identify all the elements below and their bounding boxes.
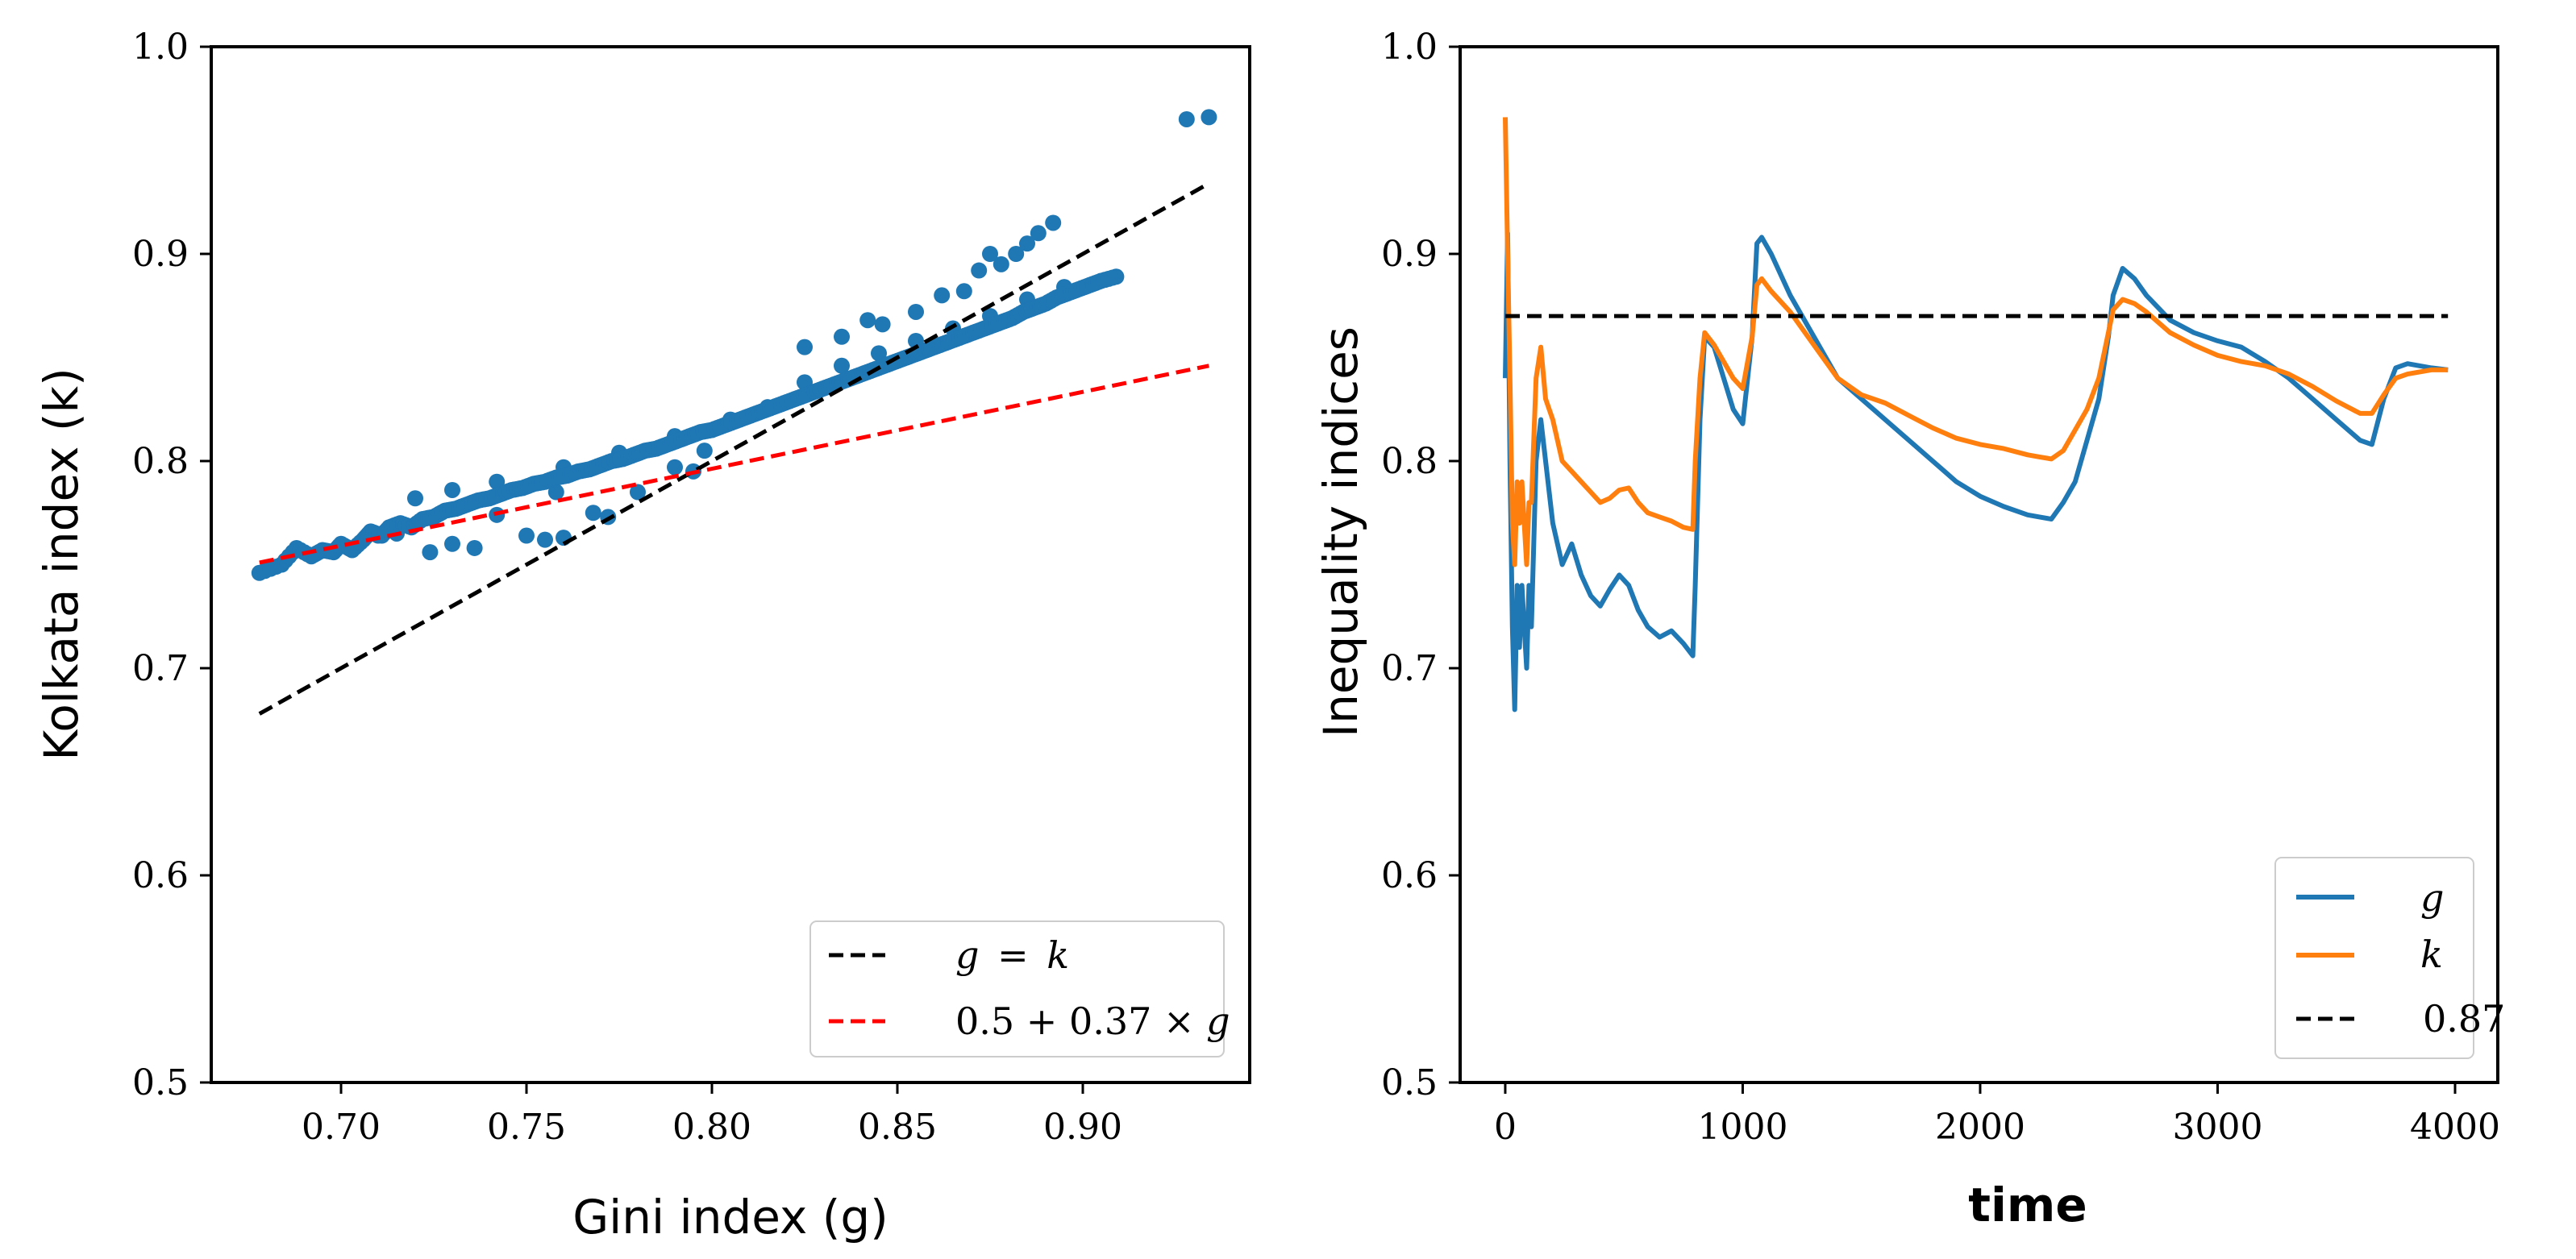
- series-line-g: [1503, 231, 2449, 713]
- scatter-point: [1019, 235, 1035, 252]
- series-line-k: [1503, 117, 2449, 567]
- right-x-axis-label: time: [1968, 1178, 2087, 1232]
- legend-g-part: g: [955, 933, 979, 977]
- legend-label-fit: 0.5 + 0.37 × g: [955, 999, 1230, 1043]
- scatter-point: [1030, 225, 1047, 242]
- scatter-point: [585, 505, 601, 521]
- right-y-tick-label: 0.8: [1381, 441, 1438, 482]
- scatter-point: [834, 357, 850, 374]
- left-x-axis-label: Gini index (g): [572, 1190, 888, 1244]
- right-y-axis-label: Inequality indices: [1313, 326, 1368, 738]
- scatter-point: [859, 312, 876, 329]
- left-legend: g = k 0.5 + 0.37 × g: [809, 920, 1230, 1057]
- left-x-tick-label: 0.75: [487, 1107, 566, 1148]
- scatter-point: [466, 539, 483, 556]
- scatter-point: [1104, 269, 1121, 286]
- right-plot-area: [1503, 117, 2449, 713]
- right-y-tick-label: 1.0: [1381, 27, 1438, 68]
- left-y-tick-label: 0.7: [132, 648, 189, 689]
- right-x-tick-label: 0: [1494, 1107, 1517, 1148]
- legend-eq-part: =: [985, 933, 1040, 977]
- legend-k-part: k: [1047, 933, 1069, 977]
- right-y-tick-label: 0.5: [1381, 1062, 1438, 1103]
- left-y-tick-label: 0.6: [132, 855, 189, 896]
- left-y-tick-label: 1.0: [132, 27, 189, 68]
- left-y-axis-label: Kolkata index (k): [34, 368, 89, 761]
- scatter-point: [696, 443, 713, 459]
- legend-label-g: g: [2420, 876, 2444, 920]
- scatter-point: [934, 287, 951, 304]
- right-legend: g k 0.87: [2274, 857, 2505, 1059]
- scatter-point: [1008, 246, 1025, 262]
- scatter-point: [407, 490, 423, 507]
- right-x-tick-label: 2000: [1935, 1107, 2025, 1148]
- legend-label-threshold: 0.87: [2423, 997, 2505, 1041]
- left-y-axis: 0.5 0.6 0.7 0.8 0.9 1.0: [132, 27, 211, 1103]
- scatter-point: [667, 459, 683, 476]
- scatter-point: [422, 544, 439, 561]
- left-y-tick-label: 0.8: [132, 441, 189, 482]
- scatter-point: [630, 484, 646, 501]
- legend-fit-g-part: g: [1206, 999, 1230, 1043]
- right-x-tick-label: 3000: [2172, 1107, 2262, 1148]
- scatter-point: [874, 316, 891, 333]
- left-axes-frame: [210, 45, 1251, 1084]
- scatter-point: [797, 339, 813, 355]
- right-y-axis: 0.5 0.6 0.7 0.8 0.9 1.0: [1381, 27, 1460, 1103]
- right-y-tick-label: 0.6: [1381, 855, 1438, 896]
- scatter-point: [982, 246, 998, 262]
- left-x-tick-label: 0.90: [1043, 1107, 1122, 1148]
- left-x-tick-label: 0.70: [302, 1107, 381, 1148]
- scatter-point: [971, 262, 988, 279]
- scatter-point: [955, 283, 972, 300]
- right-y-tick-label: 0.9: [1381, 234, 1438, 275]
- left-y-tick-label: 0.9: [132, 234, 189, 275]
- scatter-point: [1178, 110, 1195, 127]
- scatter-chart: 0.70 0.75 0.80 0.85 0.90 0.50.60.70.80.91.0 …: [34, 27, 1251, 1244]
- right-x-tick-label: 4000: [2410, 1107, 2500, 1148]
- scatter-point: [1201, 109, 1217, 126]
- scatter-point: [871, 345, 887, 362]
- left-y-tick-label: 0.5: [132, 1062, 189, 1103]
- right-y-tick-label: 0.7: [1381, 648, 1438, 689]
- left-x-tick-label: 0.85: [858, 1107, 937, 1148]
- scatter-point: [518, 527, 535, 544]
- legend-fit-const-part: 0.5 + 0.37 ×: [955, 999, 1206, 1043]
- timeseries-chart: 0 1000 2000 3000 4000 0.5 0.6 0.7 0.8 0.9 1.0 tim…: [1313, 27, 2505, 1232]
- scatter-point: [547, 484, 564, 501]
- left-plot-area: [251, 109, 1217, 716]
- right-legend-frame: [2274, 857, 2474, 1059]
- left-legend-frame: [809, 920, 1225, 1057]
- scatter-point: [444, 535, 460, 552]
- scatter-point: [1045, 214, 1062, 231]
- identity-line: [258, 181, 1210, 716]
- left-x-tick-label: 0.80: [672, 1107, 751, 1148]
- left-x-axis: 0.70 0.75 0.80 0.85 0.90: [302, 1082, 1122, 1148]
- scatter-point: [908, 303, 924, 320]
- fit-line: [259, 364, 1209, 565]
- scatter-point: [444, 481, 460, 498]
- scatter-point: [834, 328, 850, 345]
- right-x-axis: 0 1000 2000 3000 4000: [1494, 1082, 2500, 1148]
- legend-label-k: k: [2420, 933, 2443, 976]
- scatter-point: [993, 256, 1009, 272]
- legend-label-g-equals-k: g = k: [955, 933, 1069, 977]
- scatter-point: [537, 531, 553, 548]
- right-x-tick-label: 1000: [1697, 1107, 1787, 1148]
